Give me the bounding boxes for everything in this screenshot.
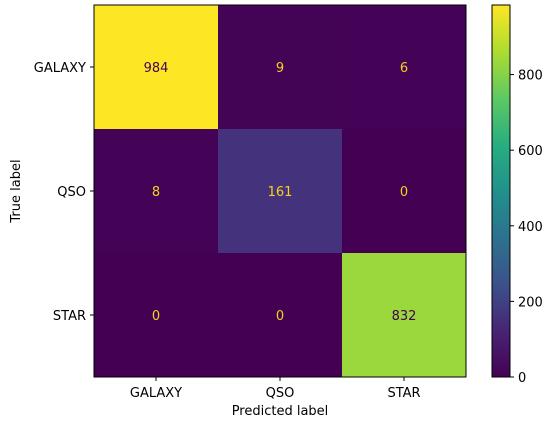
cell-value-label: 0 <box>400 185 408 200</box>
colorbar-tick-label: 600 <box>518 144 543 159</box>
heatmap-cell <box>94 253 219 378</box>
cell-value-label: 8 <box>152 185 160 200</box>
colorbar-tick-label: 800 <box>518 69 543 84</box>
y-axis-ticks: GALAXY QSO STAR <box>34 61 94 324</box>
y-tick-label: GALAXY <box>34 61 86 76</box>
heatmap-cell <box>218 129 343 254</box>
heatmap-cell <box>342 129 467 254</box>
x-axis-label: Predicted label <box>232 404 329 419</box>
cell-value-label: 0 <box>152 309 160 324</box>
colorbar-tick-label: 0 <box>518 371 526 386</box>
y-tick-label: STAR <box>53 309 86 324</box>
cell-value-label: 984 <box>144 61 169 76</box>
y-tick-label: QSO <box>57 185 86 200</box>
cell-value-label: 161 <box>268 185 293 200</box>
cell-value-label: 6 <box>400 61 408 76</box>
cell-value-label: 9 <box>276 61 284 76</box>
x-tick-label: QSO <box>266 386 295 401</box>
colorbar-frame <box>491 4 511 378</box>
cell-value-label: 0 <box>276 309 284 324</box>
heatmap-cell <box>94 5 219 130</box>
x-axis-ticks: GALAXY QSO STAR <box>130 377 421 401</box>
x-tick-label: STAR <box>387 386 420 401</box>
colorbar-ticks: 0 200 400 600 800 <box>510 69 543 386</box>
heatmap <box>94 5 467 378</box>
colorbar-tick-label: 400 <box>518 220 543 235</box>
colorbar <box>492 5 510 377</box>
cell-value-label: 832 <box>392 309 417 324</box>
y-axis-label: True label <box>9 159 24 223</box>
heatmap-cell <box>342 5 467 130</box>
heatmap-cell <box>342 253 467 378</box>
heatmap-cell <box>218 5 343 130</box>
heatmap-cell <box>94 129 219 254</box>
colorbar-tick-label: 200 <box>518 295 543 310</box>
cell-value-labels: 984 9 6 8 161 0 0 0 832 <box>144 61 417 324</box>
x-tick-label: GALAXY <box>130 386 182 401</box>
heatmap-cell <box>218 253 343 378</box>
